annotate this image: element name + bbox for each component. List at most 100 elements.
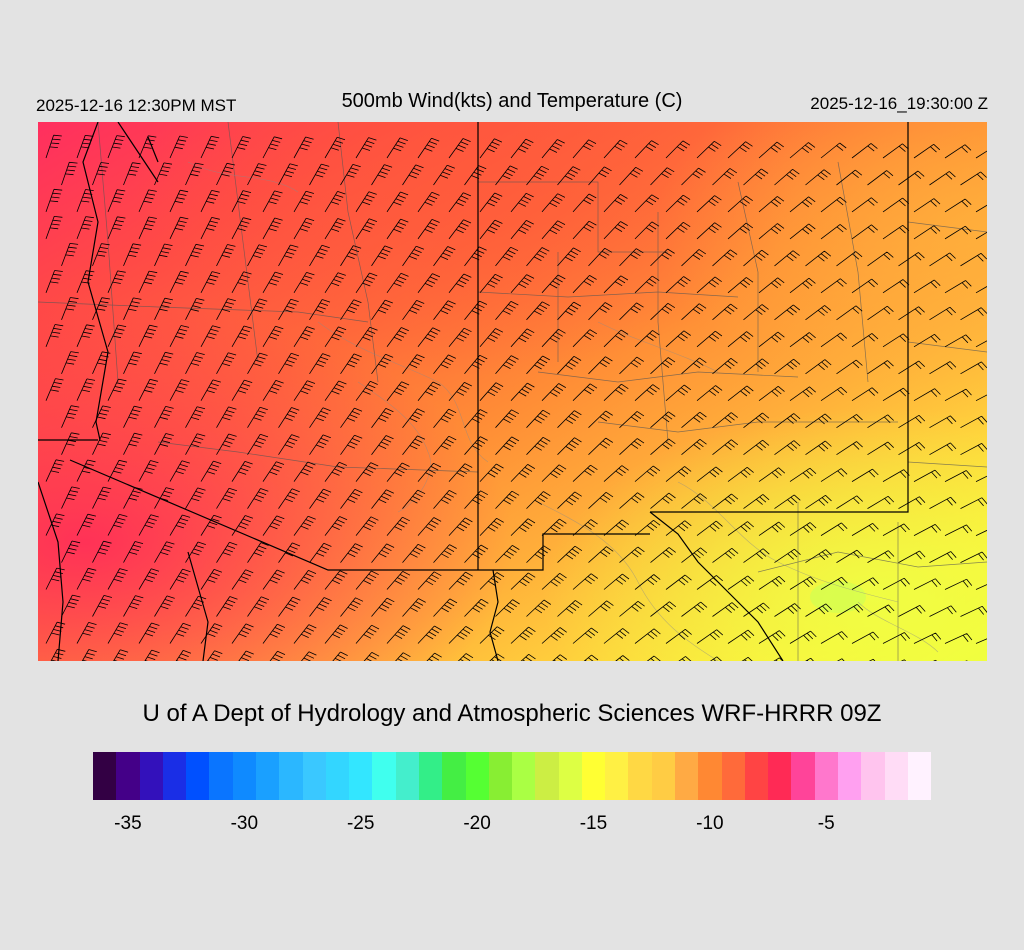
- colorbar-swatch: [838, 752, 862, 800]
- wind-barb: [448, 626, 474, 644]
- wind-barb: [541, 464, 567, 482]
- wind-barb: [324, 461, 347, 482]
- wind-barb: [138, 514, 159, 536]
- wind-barb: [898, 605, 926, 617]
- wind-barb: [185, 298, 205, 320]
- wind-barb: [882, 143, 909, 159]
- wind-barb: [154, 351, 174, 374]
- wind-barb: [557, 600, 583, 617]
- colorbar-ticks: -35 -30 -25 -20 -15 -10 -5: [0, 813, 1024, 837]
- wind-barb: [975, 584, 987, 590]
- wind-barb: [805, 494, 832, 509]
- wind-barb: [45, 188, 63, 213]
- wind-barb: [552, 654, 568, 661]
- wind-barb: [619, 438, 645, 455]
- wind-barb: [340, 597, 364, 617]
- wind-barb: [216, 352, 237, 374]
- wind-barb: [975, 394, 987, 402]
- wind-barb: [929, 496, 957, 509]
- wind-barb: [820, 278, 847, 294]
- wind-barb: [464, 165, 487, 186]
- wind-barb: [681, 357, 707, 375]
- wind-barb: [355, 272, 378, 294]
- wind-barb: [293, 217, 315, 240]
- wind-barb: [557, 491, 582, 509]
- wind-barb: [45, 459, 65, 482]
- wind-barb: [727, 466, 754, 482]
- wind-barb: [154, 297, 173, 320]
- wind-barb: [200, 271, 221, 293]
- wind-barb: [185, 406, 206, 428]
- wind-barb: [92, 432, 111, 455]
- wind-barb: [975, 340, 987, 348]
- wind-barb: [76, 459, 96, 482]
- wind-barb: [448, 463, 473, 482]
- wind-barb: [727, 331, 754, 348]
- wind-barb: [836, 604, 864, 617]
- wind-barb: [758, 331, 785, 348]
- wind-barb: [944, 225, 972, 240]
- wind-barb: [758, 467, 786, 482]
- colorbar-swatch: [279, 752, 303, 800]
- wind-barb: [293, 326, 315, 348]
- wind-barb: [138, 568, 160, 590]
- wind-barb: [634, 275, 660, 294]
- wind-barb: [371, 543, 395, 563]
- wind-barb: [851, 224, 878, 240]
- wind-barb: [665, 574, 692, 590]
- wind-barb: [650, 492, 676, 509]
- wind-barb: [340, 245, 362, 267]
- wind-barb: [789, 576, 817, 590]
- wind-barb: [805, 305, 832, 321]
- wind-barb: [300, 651, 317, 661]
- wind-barb: [247, 433, 269, 455]
- wind-barb: [960, 307, 987, 321]
- colorbar-tick-label: -20: [463, 813, 491, 834]
- wind-barb: [867, 441, 894, 456]
- wind-barb: [727, 521, 754, 536]
- wind-barb: [526, 599, 552, 617]
- wind-barb: [138, 378, 158, 401]
- wind-barb: [402, 300, 425, 321]
- wind-barb: [572, 464, 598, 482]
- wind-barb: [247, 406, 268, 428]
- colorbar-swatch: [651, 752, 676, 800]
- colorbar-swatch: [884, 752, 908, 800]
- wind-barbs: [45, 134, 987, 661]
- wind-barb: [355, 326, 378, 348]
- wind-barb: [138, 135, 157, 159]
- wind-barb: [510, 274, 535, 294]
- wind-barb: [882, 387, 910, 402]
- warm-southeast-overlay: [38, 122, 987, 661]
- wind-barb: [789, 142, 816, 159]
- wind-barb: [324, 218, 346, 240]
- colorbar-swatch: [116, 752, 140, 800]
- wind-barb: [867, 414, 894, 429]
- wind-barb: [107, 514, 128, 536]
- wind-barb: [882, 224, 910, 240]
- wind-barb: [583, 654, 599, 661]
- wind-barb: [495, 301, 519, 321]
- wind-barb: [324, 136, 346, 159]
- wind-barb: [448, 382, 472, 401]
- wind-barb: [355, 462, 379, 482]
- wind-barb: [107, 270, 126, 293]
- wind-barb: [727, 222, 754, 240]
- wind-barb: [820, 631, 848, 644]
- wind-barb: [650, 601, 677, 617]
- wind-barb: [929, 361, 957, 375]
- colorbar-swatch: [605, 752, 629, 800]
- wind-barb: [371, 353, 394, 375]
- wind-barb: [510, 464, 536, 482]
- wind-barb: [696, 520, 723, 536]
- wind-barb: [154, 162, 173, 186]
- wind-barb: [851, 278, 879, 294]
- wind-barb: [417, 191, 440, 213]
- wind-barb: [278, 434, 300, 455]
- wind-barb: [293, 380, 316, 401]
- colorbar-swatch: [907, 752, 932, 800]
- colorbar-tick-label: -15: [579, 813, 608, 834]
- wind-barb: [457, 653, 474, 661]
- wind-barb: [278, 542, 301, 563]
- wind-barb: [665, 384, 692, 402]
